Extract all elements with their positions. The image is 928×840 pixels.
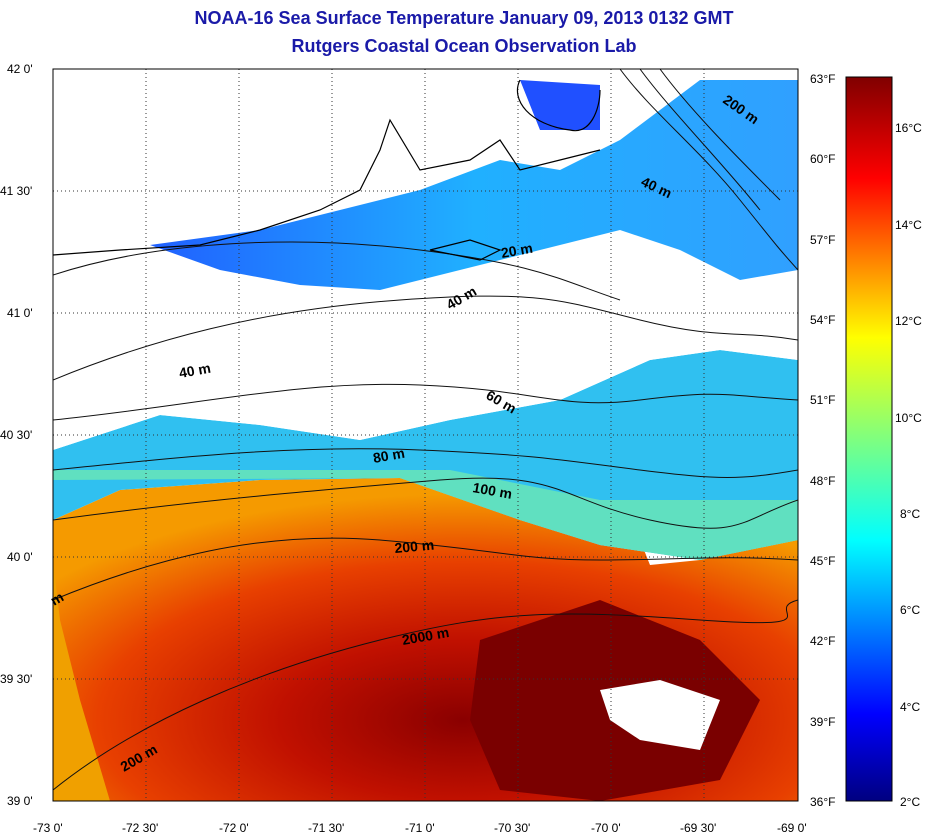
f-label-39: 39°F — [810, 715, 835, 729]
c-label-16: 16°C — [895, 121, 922, 135]
f-label-36: 36°F — [810, 795, 835, 809]
lat-label-39-30: 39 30' — [0, 672, 32, 686]
contour-georges-bank — [619, 69, 798, 271]
c-label-12: 12°C — [895, 314, 922, 328]
lat-label-40: 40 0' — [7, 550, 33, 564]
lon-label-70-30: -70 30' — [494, 821, 530, 835]
cold-coastal-water — [150, 80, 798, 290]
c-label-6: 6°C — [900, 603, 920, 617]
f-label-51: 51°F — [810, 393, 835, 407]
contour-2000m — [53, 599, 798, 791]
shelf-slope-front — [53, 470, 798, 560]
contour-label-200m-mid: 200 m — [394, 537, 435, 556]
cloud-gap-south — [600, 680, 720, 750]
f-label-57: 57°F — [810, 233, 835, 247]
c-label-10: 10°C — [895, 411, 922, 425]
map-title: NOAA-16 Sea Surface Temperature January … — [194, 8, 734, 28]
lon-label-69-30: -69 30' — [680, 821, 716, 835]
lon-label-71: -71 0' — [405, 821, 435, 835]
c-label-2: 2°C — [900, 795, 920, 809]
contour-label-80m: 80 m — [372, 445, 406, 466]
c-label-8: 8°C — [900, 507, 920, 521]
lon-label-69: -69 0' — [777, 821, 807, 835]
lon-label-73: -73 0' — [33, 821, 63, 835]
coastline — [52, 79, 601, 261]
f-label-60: 60°F — [810, 152, 835, 166]
f-label-45: 45°F — [810, 554, 835, 568]
shelf-warm-edge — [53, 560, 110, 801]
contour-20m — [53, 241, 621, 301]
lat-axis: 42 0' 41 30' 41 0' 40 30' 40 0' 39 30' 3… — [0, 62, 33, 808]
bathymetry-contours — [53, 69, 798, 791]
lat-label-39: 39 0' — [7, 794, 33, 808]
lon-label-71-30: -71 30' — [308, 821, 344, 835]
map-border — [52, 68, 799, 802]
contour-60m — [53, 383, 798, 421]
lon-label-70: -70 0' — [591, 821, 621, 835]
f-label-63: 63°F — [810, 72, 835, 86]
map-subtitle: Rutgers Coastal Ocean Observation Lab — [291, 36, 637, 56]
lat-label-42: 42 0' — [7, 62, 33, 76]
lat-label-41-30: 41 30' — [0, 184, 32, 198]
contour-label-40m-west: 40 m — [178, 360, 212, 381]
fahrenheit-scale: 63°F 60°F 57°F 54°F 51°F 48°F 45°F 42°F … — [810, 72, 835, 809]
contour-40m — [53, 295, 798, 381]
cold-bay-water — [520, 80, 600, 130]
lat-label-41: 41 0' — [7, 306, 33, 320]
lon-label-72-30: -72 30' — [122, 821, 158, 835]
contour-label-20m: 20 m — [500, 240, 534, 261]
c-label-4: 4°C — [900, 700, 920, 714]
f-label-54: 54°F — [810, 313, 835, 327]
contour-100m — [53, 477, 798, 529]
contour-200m — [53, 537, 798, 601]
f-label-42: 42°F — [810, 634, 835, 648]
lon-axis: -73 0' -72 30' -72 0' -71 30' -71 0' -70… — [33, 821, 807, 835]
lon-label-72: -72 0' — [219, 821, 249, 835]
graticule — [53, 69, 798, 801]
c-label-14: 14°C — [895, 218, 922, 232]
contour-label-100m: 100 m — [471, 479, 513, 502]
colorbar — [845, 76, 893, 802]
f-label-48: 48°F — [810, 474, 835, 488]
contour-80m — [53, 448, 798, 478]
celsius-scale: 16°C 14°C 12°C 10°C 8°C 6°C 4°C 2°C — [895, 121, 922, 809]
lat-label-40-30: 40 30' — [0, 428, 32, 442]
